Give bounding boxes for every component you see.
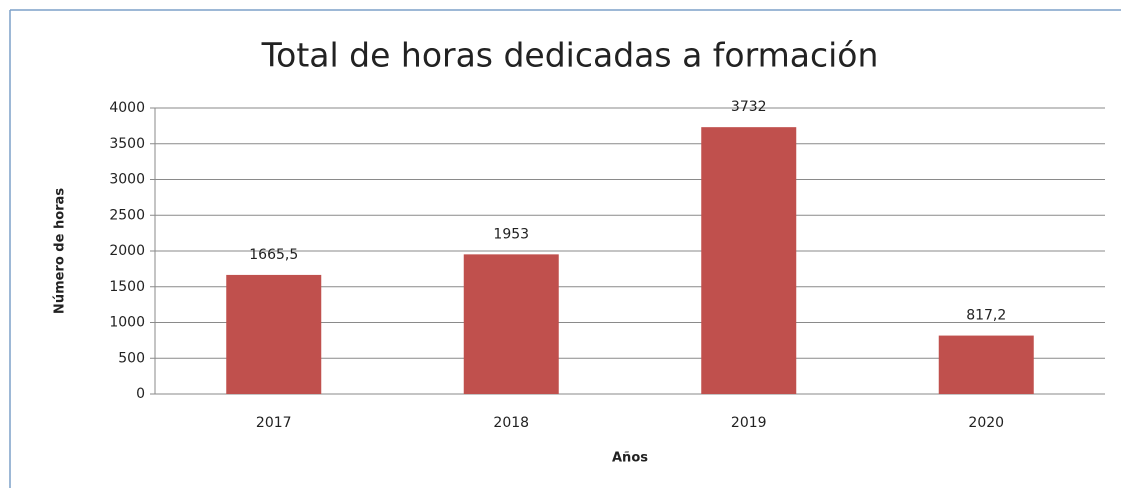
bar <box>938 335 1034 394</box>
data-label: 1665,5 <box>249 247 298 263</box>
chart-title: Total de horas dedicadas a formación <box>261 36 879 75</box>
y-tick-label: 2500 <box>109 207 145 223</box>
y-axis-title: Número de horas <box>53 188 68 314</box>
y-tick-label: 3500 <box>109 136 145 152</box>
y-tick-label: 500 <box>118 350 145 366</box>
y-tick-label: 0 <box>136 386 145 402</box>
bar <box>701 127 797 395</box>
bar <box>226 274 322 394</box>
x-tick-label: 2020 <box>968 415 1004 431</box>
x-tick-label: 2018 <box>493 415 529 431</box>
y-tick-label: 1500 <box>109 279 145 295</box>
x-tick-label: 2019 <box>731 415 767 431</box>
data-label: 3732 <box>731 99 767 115</box>
data-label: 817,2 <box>966 308 1006 324</box>
y-tick-label: 4000 <box>109 100 145 116</box>
y-tick-label: 2000 <box>109 243 145 259</box>
bar <box>463 254 559 394</box>
x-axis-title: Años <box>612 451 648 466</box>
y-tick-label: 3000 <box>109 172 145 188</box>
y-tick-label: 1000 <box>109 315 145 331</box>
data-label: 1953 <box>493 226 529 242</box>
x-tick-label: 2017 <box>256 415 292 431</box>
